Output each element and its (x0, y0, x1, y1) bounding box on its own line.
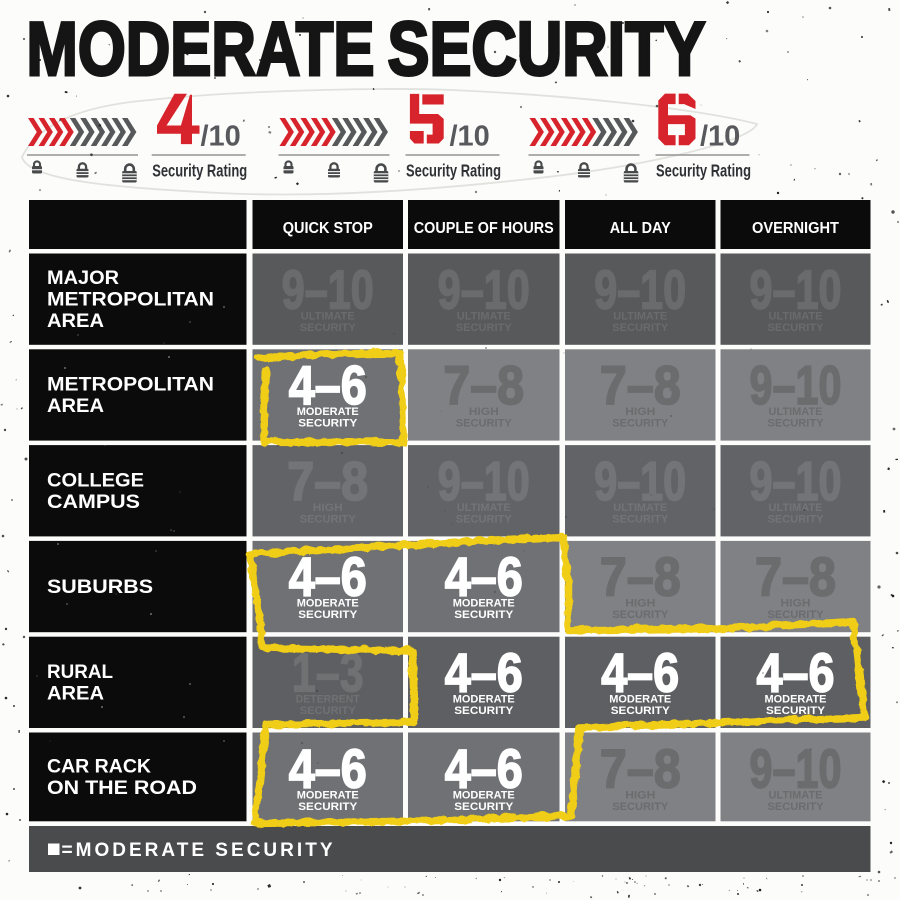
svg-text:SECURITY: SECURITY (456, 322, 513, 334)
svg-text:SECURITY: SECURITY (768, 322, 825, 334)
svg-text:SECURITY: SECURITY (612, 418, 669, 430)
svg-text:7–8: 7–8 (443, 355, 524, 416)
svg-text:MODERATE: MODERATE (453, 598, 515, 610)
svg-text:9–10: 9–10 (750, 451, 842, 512)
svg-text:MODERATE: MODERATE (453, 789, 515, 801)
svg-text:DETERRENT: DETERRENT (296, 694, 360, 706)
svg-text:4–6: 4–6 (289, 355, 367, 416)
svg-text:MODERATE: MODERATE (27, 7, 375, 92)
svg-text:4–6: 4–6 (289, 738, 367, 799)
svg-text:9–10: 9–10 (438, 259, 530, 320)
svg-text:ULTIMATE: ULTIMATE (769, 406, 823, 418)
svg-text:MODERATE: MODERATE (765, 694, 827, 706)
svg-text:4–6: 4–6 (445, 643, 523, 704)
svg-text:4–6: 4–6 (757, 643, 835, 704)
svg-text:MODERATE: MODERATE (609, 694, 671, 706)
svg-text:7–8: 7–8 (755, 547, 836, 608)
svg-text:QUICK STOP: QUICK STOP (283, 220, 373, 237)
svg-text:Security Rating: Security Rating (152, 161, 247, 181)
svg-text:SECURITY: SECURITY (300, 513, 357, 525)
svg-text:SECURITY: SECURITY (298, 609, 358, 621)
svg-text:/10: /10 (450, 121, 490, 153)
svg-text:OVERNIGHT: OVERNIGHT (752, 220, 839, 237)
svg-text:Security Rating: Security Rating (406, 161, 501, 181)
svg-text:HIGH: HIGH (313, 502, 343, 514)
svg-text:ULTIMATE: ULTIMATE (769, 310, 823, 322)
svg-text:9–10: 9–10 (750, 355, 842, 416)
svg-text:COUPLE OF HOURS: COUPLE OF HOURS (414, 220, 554, 237)
svg-text:=MODERATE SECURITY: =MODERATE SECURITY (62, 840, 333, 861)
svg-text:SECURITY: SECURITY (768, 609, 825, 621)
svg-text:SECURITY: SECURITY (454, 705, 514, 717)
svg-text:AREA: AREA (47, 396, 104, 417)
svg-text:Security Rating: Security Rating (656, 161, 751, 181)
svg-text:HIGH: HIGH (469, 406, 499, 418)
svg-text:SECURITY: SECURITY (768, 513, 825, 525)
svg-text:SECURITY: SECURITY (454, 801, 514, 813)
svg-text:CAMPUS: CAMPUS (47, 492, 140, 513)
svg-text:MAJOR: MAJOR (47, 268, 119, 289)
svg-text:AREA: AREA (47, 684, 104, 705)
svg-text:RURAL: RURAL (47, 662, 113, 683)
svg-text:HIGH: HIGH (781, 598, 811, 610)
svg-text:7–8: 7–8 (287, 451, 368, 512)
svg-text:SECURITY: SECURITY (766, 705, 826, 717)
svg-text:4–6: 4–6 (289, 547, 367, 608)
svg-text:SECURITY: SECURITY (611, 705, 671, 717)
svg-text:4–6: 4–6 (445, 547, 523, 608)
svg-text:HIGH: HIGH (625, 598, 655, 610)
svg-text:4–6: 4–6 (601, 643, 679, 704)
svg-text:9–10: 9–10 (750, 738, 842, 799)
svg-text:SUBURBS: SUBURBS (47, 577, 153, 598)
svg-text:CAR RACK: CAR RACK (47, 757, 151, 778)
svg-text:ULTIMATE: ULTIMATE (613, 310, 667, 322)
svg-text:SECURITY: SECURITY (298, 801, 358, 813)
svg-text:MODERATE: MODERATE (297, 789, 359, 801)
svg-text:SECURITY: SECURITY (612, 801, 669, 813)
svg-text:SECURITY: SECURITY (454, 609, 514, 621)
svg-text:SECURITY: SECURITY (612, 322, 669, 334)
svg-text:4–6: 4–6 (445, 738, 523, 799)
svg-text:SECURITY: SECURITY (300, 322, 357, 334)
svg-text:9–10: 9–10 (594, 451, 686, 512)
svg-text:SECURITY: SECURITY (768, 801, 825, 813)
svg-text:/10: /10 (700, 121, 740, 153)
svg-text:/10: /10 (201, 121, 241, 153)
svg-text:9–10: 9–10 (750, 259, 842, 320)
svg-text:ULTIMATE: ULTIMATE (457, 310, 511, 322)
svg-text:9–10: 9–10 (282, 259, 374, 320)
svg-text:SECURITY: SECURITY (612, 513, 669, 525)
svg-text:SECURITY: SECURITY (298, 418, 358, 430)
svg-text:9–10: 9–10 (438, 451, 530, 512)
svg-text:SECURITY: SECURITY (300, 705, 357, 717)
svg-text:COLLEGE: COLLEGE (47, 471, 144, 492)
svg-text:SECURITY: SECURITY (612, 609, 669, 621)
svg-text:AREA: AREA (47, 311, 104, 332)
svg-text:HIGH: HIGH (625, 406, 655, 418)
svg-text:HIGH: HIGH (625, 789, 655, 801)
svg-text:ON THE ROAD: ON THE ROAD (47, 778, 197, 799)
svg-text:ULTIMATE: ULTIMATE (457, 502, 511, 514)
svg-text:METROPOLITAN: METROPOLITAN (47, 290, 214, 311)
svg-text:ULTIMATE: ULTIMATE (769, 789, 823, 801)
svg-text:ULTIMATE: ULTIMATE (613, 502, 667, 514)
svg-text:SECURITY: SECURITY (768, 418, 825, 430)
svg-text:METROPOLITAN: METROPOLITAN (47, 375, 214, 396)
svg-text:7–8: 7–8 (600, 547, 681, 608)
svg-text:SECURITY: SECURITY (388, 7, 706, 92)
svg-text:ULTIMATE: ULTIMATE (301, 310, 355, 322)
svg-text:MODERATE: MODERATE (297, 598, 359, 610)
svg-text:ALL DAY: ALL DAY (610, 220, 671, 237)
svg-text:9–10: 9–10 (594, 259, 686, 320)
svg-text:MODERATE: MODERATE (297, 406, 359, 418)
svg-text:SECURITY: SECURITY (456, 418, 513, 430)
svg-text:ULTIMATE: ULTIMATE (769, 502, 823, 514)
svg-text:7–8: 7–8 (600, 738, 681, 799)
svg-text:MODERATE: MODERATE (453, 694, 515, 706)
svg-text:7–8: 7–8 (600, 355, 681, 416)
svg-text:SECURITY: SECURITY (456, 513, 513, 525)
